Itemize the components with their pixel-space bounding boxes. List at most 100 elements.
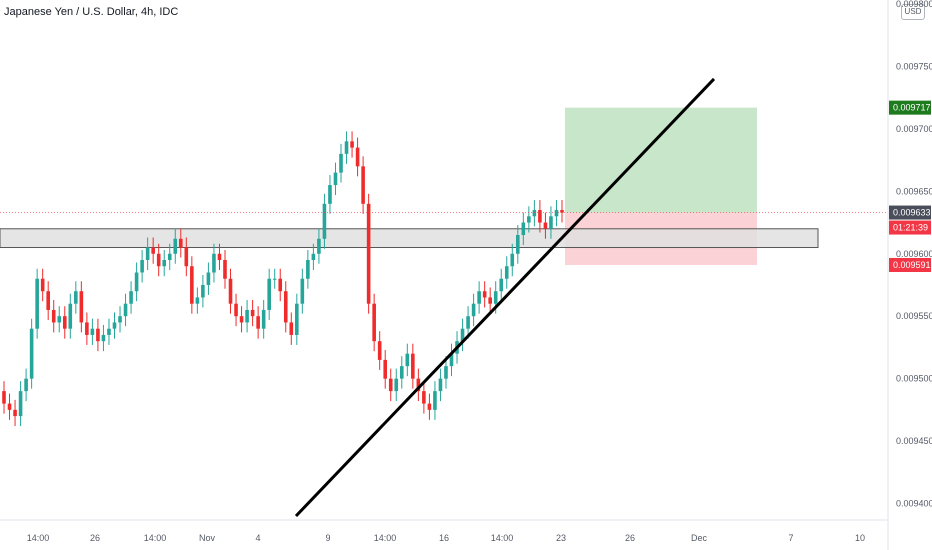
candle-body <box>217 253 222 260</box>
candle-body <box>289 322 294 335</box>
time-tick-label: 14:00 <box>27 533 50 543</box>
candle-body <box>311 253 316 260</box>
candle-body <box>35 278 39 329</box>
currency-button[interactable]: USD <box>901 4 925 20</box>
candle-body <box>366 203 371 304</box>
candle-body <box>234 303 238 317</box>
candle-body <box>527 216 531 223</box>
candle-body <box>156 253 161 267</box>
candle-body <box>40 278 45 292</box>
candle-body <box>184 247 189 267</box>
trendline <box>294 77 716 518</box>
candle-body <box>206 272 211 285</box>
profit-zone <box>565 107 757 213</box>
candle-body <box>449 353 454 367</box>
candle-body <box>228 278 233 304</box>
candle-body <box>344 141 349 154</box>
time-tick-label: Nov <box>199 533 216 543</box>
candle-body <box>516 235 520 254</box>
candle-body <box>416 378 421 392</box>
candle-body <box>460 328 465 342</box>
candle-body <box>62 316 67 329</box>
current-price-tag-bg <box>889 205 931 220</box>
candle-body <box>118 316 122 323</box>
price-tick-label: 0.009650 <box>896 186 932 196</box>
candle-body <box>201 284 205 298</box>
candle-body <box>112 322 117 329</box>
time-tick-label: 16 <box>439 533 449 543</box>
candle-body <box>388 378 393 392</box>
countdown-tag: 01:21:39 <box>893 223 928 233</box>
price-tick-label: 0.009550 <box>896 311 932 321</box>
candle-body <box>245 309 249 323</box>
candle-body <box>79 291 84 323</box>
stop-price-tag: 0.009591 <box>893 260 931 270</box>
target-price-tag: 0.009717 <box>893 103 931 113</box>
candle-body <box>361 166 365 204</box>
candle-body <box>300 278 305 304</box>
candle-body <box>504 266 509 279</box>
candle-body <box>377 341 382 360</box>
candle-body <box>68 303 73 329</box>
candle-body <box>543 222 548 229</box>
time-tick-label: 7 <box>788 533 793 543</box>
candle-body <box>466 316 470 329</box>
candle-body <box>427 403 432 410</box>
price-tick-label: 0.009600 <box>896 249 932 259</box>
candle-body <box>411 353 415 379</box>
candle-body <box>493 291 498 304</box>
time-tick-label: 9 <box>325 533 330 543</box>
candle-body <box>538 210 542 223</box>
time-tick-label: 26 <box>90 533 100 543</box>
candle-body <box>433 391 437 410</box>
time-tick-label: 10 <box>855 533 865 543</box>
time-tick-label: 14:00 <box>491 533 514 543</box>
candle-body <box>85 322 89 335</box>
price-tick-label: 0.009450 <box>896 436 932 446</box>
candle-body <box>521 222 526 236</box>
time-tick-label: 14:00 <box>374 533 397 543</box>
support-zone <box>0 228 819 249</box>
candle-body <box>7 403 12 410</box>
candle-body <box>261 309 266 329</box>
candle-body <box>178 238 183 248</box>
target-price-tag-bg <box>889 100 931 115</box>
countdown-tag-bg <box>889 220 931 235</box>
candle-body <box>256 316 260 329</box>
candle-body <box>267 278 271 310</box>
candle-body <box>471 303 476 317</box>
time-tick-label: 4 <box>255 533 260 543</box>
candle-body <box>438 378 443 392</box>
candle-body <box>51 309 56 323</box>
candle-body <box>195 297 200 304</box>
candle-body <box>488 297 492 304</box>
candle-body <box>549 216 553 229</box>
candle-body <box>101 334 106 342</box>
stop-price-tag-bg <box>889 257 931 272</box>
time-tick-label: 14:00 <box>144 533 167 543</box>
candle-body <box>173 238 178 254</box>
candle-body <box>372 303 376 342</box>
candle-body <box>24 378 28 392</box>
candle-body <box>90 328 95 335</box>
candle-body <box>272 278 277 280</box>
candle-body <box>339 153 343 173</box>
candle-body <box>499 278 504 292</box>
candle-body <box>283 291 288 323</box>
price-tick-label: 0.009800 <box>896 0 932 9</box>
chart-title: Japanese Yen / U.S. Dollar, 4h, IDC <box>4 6 179 18</box>
candle-body <box>383 359 388 379</box>
candle-body <box>322 203 327 239</box>
candle-body <box>554 210 559 217</box>
candle-body <box>405 353 410 367</box>
candle-body <box>29 328 34 379</box>
price-tick-label: 0.009750 <box>896 61 932 71</box>
candle-body <box>482 291 487 298</box>
candle-body <box>250 309 255 317</box>
candle-body <box>18 391 23 417</box>
candle-body <box>532 210 537 217</box>
candle-body <box>510 253 515 267</box>
candle-body <box>239 316 244 323</box>
time-tick-label: 23 <box>556 533 566 543</box>
